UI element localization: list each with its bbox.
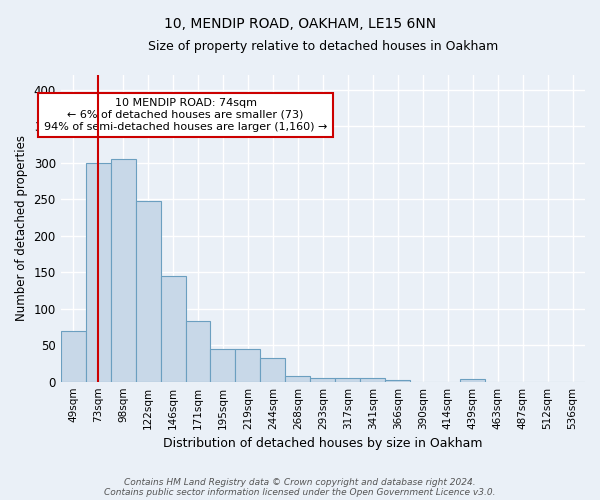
Title: Size of property relative to detached houses in Oakham: Size of property relative to detached ho… xyxy=(148,40,498,53)
Text: 10 MENDIP ROAD: 74sqm
← 6% of detached houses are smaller (73)
94% of semi-detac: 10 MENDIP ROAD: 74sqm ← 6% of detached h… xyxy=(44,98,327,132)
Bar xyxy=(86,162,110,382)
Bar xyxy=(310,378,335,382)
Text: 10, MENDIP ROAD, OAKHAM, LE15 6NN: 10, MENDIP ROAD, OAKHAM, LE15 6NN xyxy=(164,18,436,32)
Bar xyxy=(385,380,410,382)
X-axis label: Distribution of detached houses by size in Oakham: Distribution of detached houses by size … xyxy=(163,437,482,450)
Bar xyxy=(260,358,286,382)
Bar xyxy=(110,159,136,382)
Bar xyxy=(185,321,211,382)
Bar xyxy=(235,349,260,382)
Bar xyxy=(136,200,161,382)
Bar xyxy=(161,276,185,382)
Bar xyxy=(211,349,235,382)
Bar xyxy=(61,330,86,382)
Y-axis label: Number of detached properties: Number of detached properties xyxy=(15,136,28,322)
Bar xyxy=(360,378,385,382)
Bar xyxy=(286,376,310,382)
Text: Contains HM Land Registry data © Crown copyright and database right 2024.
Contai: Contains HM Land Registry data © Crown c… xyxy=(104,478,496,497)
Bar xyxy=(460,380,485,382)
Bar xyxy=(335,378,360,382)
